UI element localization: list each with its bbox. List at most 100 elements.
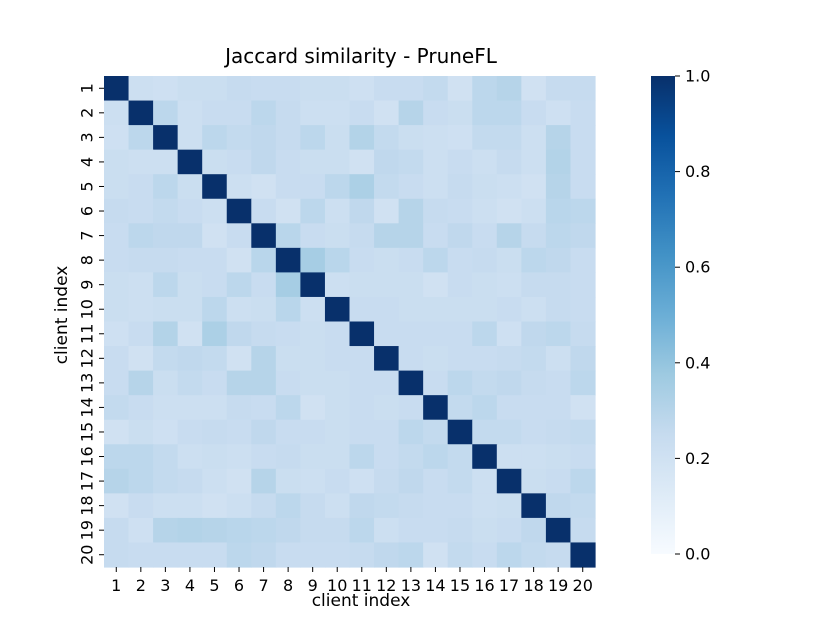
heatmap-cell xyxy=(398,321,424,347)
heatmap-cell xyxy=(202,76,228,102)
heatmap-cell xyxy=(374,125,400,151)
heatmap-cell xyxy=(496,223,522,249)
heatmap-cell xyxy=(423,468,449,494)
heatmap-cell xyxy=(423,395,449,421)
y-tick-label: 12 xyxy=(78,348,97,368)
heatmap-cell xyxy=(324,370,351,396)
heatmap-cell xyxy=(251,223,277,249)
heatmap-cell xyxy=(447,444,473,470)
heatmap-cell xyxy=(398,223,424,249)
heatmap-cell xyxy=(545,517,572,544)
y-tick-label: 18 xyxy=(78,495,97,515)
heatmap-cell xyxy=(398,419,424,445)
heatmap-cell xyxy=(153,149,179,175)
heatmap-cell xyxy=(447,125,473,151)
heatmap-cell xyxy=(423,125,449,151)
heatmap-cell xyxy=(545,149,572,175)
heatmap-cell xyxy=(104,296,130,323)
heatmap-cell xyxy=(496,198,522,224)
heatmap-cell xyxy=(496,395,522,421)
heatmap-cell xyxy=(177,223,203,249)
heatmap-cell xyxy=(398,272,424,298)
heatmap-cell xyxy=(570,346,596,372)
heatmap-cell xyxy=(128,125,154,151)
heatmap-cell xyxy=(324,174,351,200)
y-tick-label: 16 xyxy=(78,446,97,466)
y-tick-label: 9 xyxy=(78,280,97,290)
heatmap-cell xyxy=(324,272,351,298)
heatmap-cell xyxy=(496,272,522,298)
colorbar-tick-label: 0.6 xyxy=(685,258,710,277)
heatmap-cell xyxy=(447,370,473,396)
heatmap-cell xyxy=(251,272,277,298)
heatmap-cell xyxy=(300,272,326,298)
heatmap-cell xyxy=(128,272,154,298)
heatmap-cell xyxy=(275,198,301,224)
heatmap-cell xyxy=(423,272,449,298)
heatmap-cell xyxy=(251,346,277,372)
heatmap-cell xyxy=(324,247,351,273)
heatmap-cell xyxy=(300,149,326,175)
heatmap-cell xyxy=(447,76,473,102)
heatmap-cell xyxy=(349,468,375,494)
heatmap-cell xyxy=(300,419,326,445)
heatmap-cell xyxy=(226,419,252,445)
heatmap-cell xyxy=(423,517,449,544)
heatmap-cell xyxy=(374,100,400,126)
heatmap-cell xyxy=(177,125,203,151)
heatmap-cell xyxy=(275,149,301,175)
heatmap-cell xyxy=(472,346,498,372)
heatmap-cell xyxy=(324,198,351,224)
heatmap-cell xyxy=(545,296,572,323)
heatmap-cell xyxy=(570,395,596,421)
heatmap-cell xyxy=(177,100,203,126)
heatmap-cell xyxy=(300,198,326,224)
heatmap-cell xyxy=(300,321,326,347)
heatmap-cell xyxy=(128,517,154,544)
heatmap-cell xyxy=(104,125,130,151)
heatmap-cell xyxy=(202,542,228,568)
heatmap-cell xyxy=(177,149,203,175)
heatmap-cell xyxy=(275,395,301,421)
heatmap-cell xyxy=(472,321,498,347)
heatmap-cell xyxy=(374,468,400,494)
heatmap-cell xyxy=(349,542,375,568)
heatmap-cell xyxy=(275,76,301,102)
heatmap-cell xyxy=(398,370,424,396)
y-tick-label: 2 xyxy=(78,108,97,118)
heatmap-cell xyxy=(324,493,351,519)
heatmap-cell xyxy=(128,198,154,224)
heatmap-cell xyxy=(496,76,522,102)
heatmap-cell xyxy=(570,272,596,298)
heatmap-cell xyxy=(374,198,400,224)
heatmap-cell xyxy=(153,444,179,470)
heatmap-cell xyxy=(300,346,326,372)
heatmap-cell xyxy=(545,444,572,470)
heatmap-cell xyxy=(496,125,522,151)
heatmap-cell xyxy=(202,395,228,421)
heatmap-cell xyxy=(447,100,473,126)
heatmap-cell xyxy=(275,100,301,126)
heatmap-cell xyxy=(275,247,301,273)
heatmap-cell xyxy=(447,174,473,200)
heatmap-cell xyxy=(177,198,203,224)
x-tick-label: 5 xyxy=(209,576,219,595)
heatmap-cell xyxy=(521,149,547,175)
heatmap-cell xyxy=(570,125,596,151)
y-tick-label: 11 xyxy=(78,324,97,344)
heatmap-cell xyxy=(423,321,449,347)
heatmap-cell xyxy=(349,321,375,347)
heatmap-cell xyxy=(570,321,596,347)
heatmap-cell xyxy=(521,247,547,273)
heatmap-cell xyxy=(398,517,424,544)
heatmap-cell xyxy=(496,542,522,568)
heatmap-cell xyxy=(374,517,400,544)
heatmap-cell xyxy=(423,542,449,568)
heatmap-cell xyxy=(324,149,351,175)
heatmap-cell xyxy=(447,321,473,347)
heatmap-cell xyxy=(251,76,277,102)
heatmap-cell xyxy=(496,321,522,347)
heatmap-cell xyxy=(374,272,400,298)
heatmap-cell xyxy=(324,517,351,544)
heatmap-cell xyxy=(104,542,130,568)
